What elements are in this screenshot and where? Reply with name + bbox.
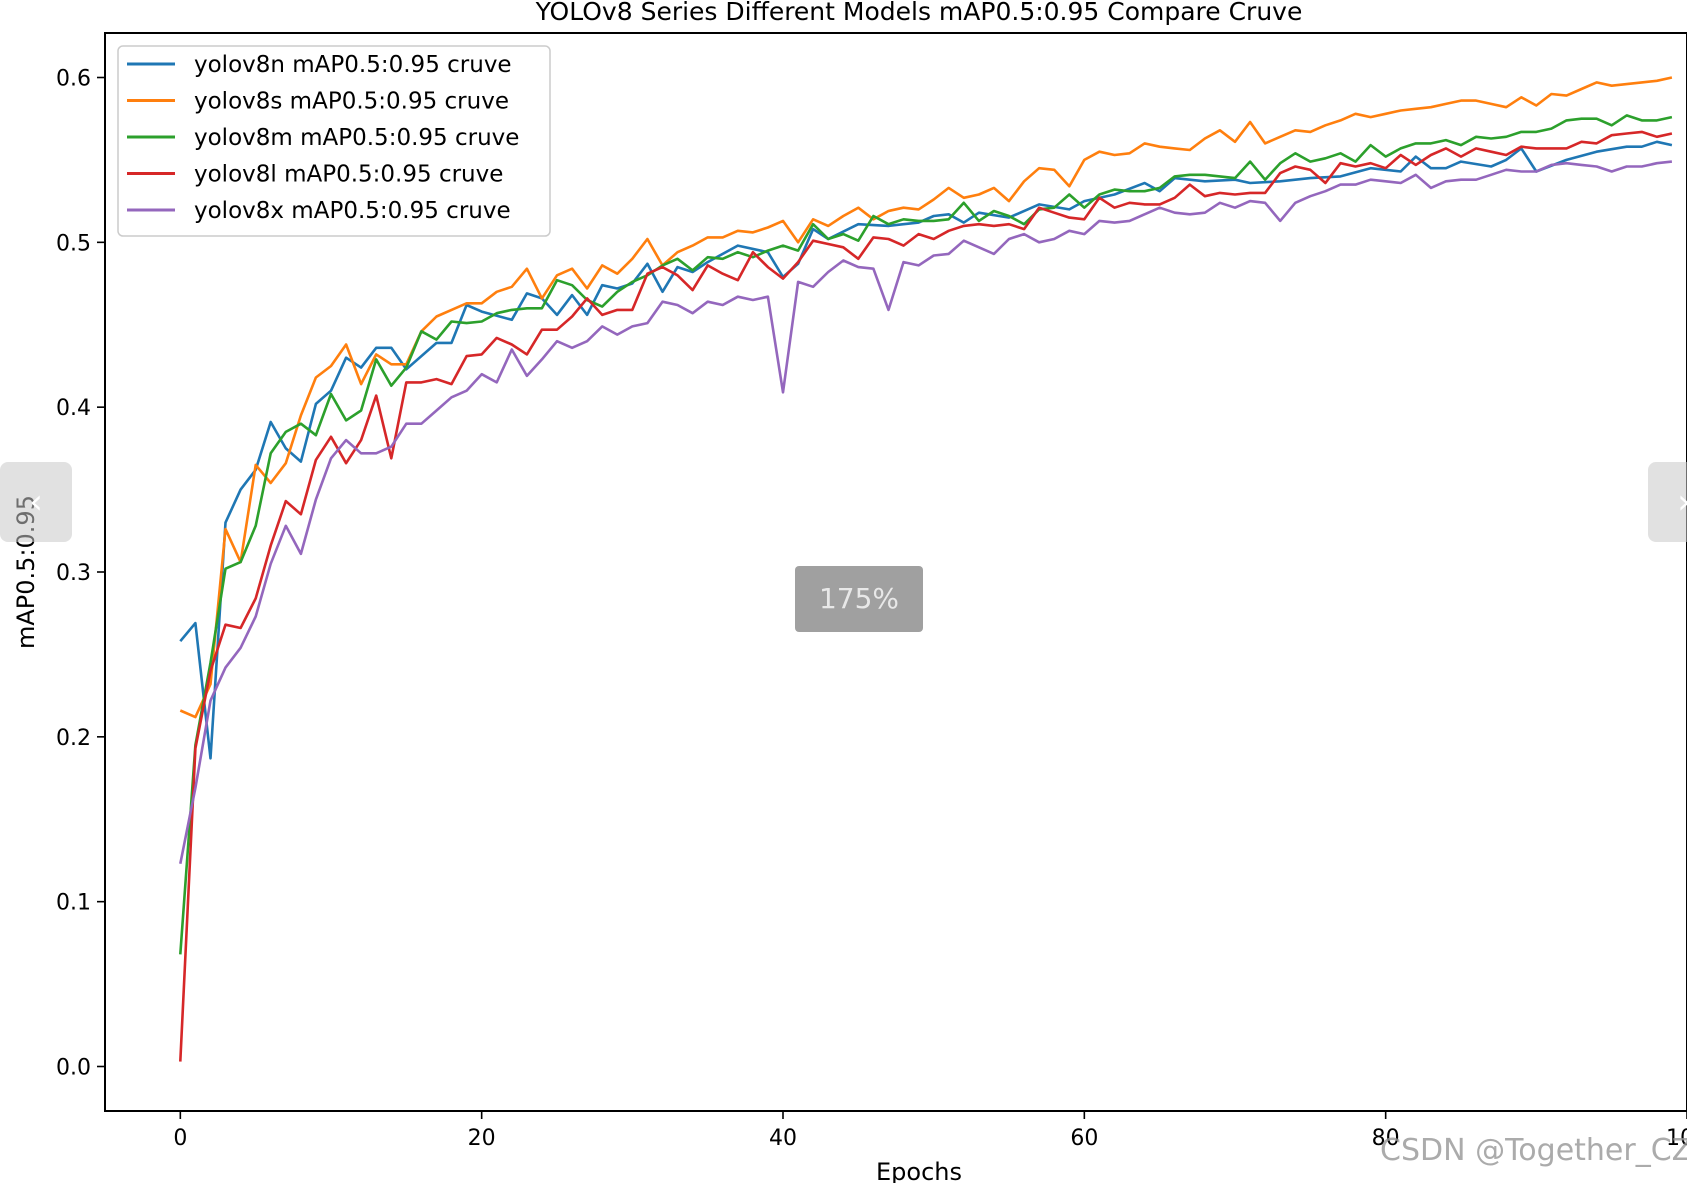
x-tick-label: 20 [468, 1126, 496, 1151]
legend-label: yolov8n mAP0.5:0.95 cruve [194, 52, 512, 78]
y-tick-label: 0.0 [56, 1055, 91, 1080]
watermark: CSDN @Together_CZ [1380, 1133, 1687, 1168]
x-axis-label: Epochs [876, 1158, 962, 1183]
x-axis-ticks: 0 20 40 60 80 100 [173, 1111, 1687, 1151]
legend-label: yolov8x mAP0.5:0.95 cruve [194, 198, 511, 224]
next-image-button[interactable]: › [1648, 462, 1687, 542]
y-tick-label: 0.1 [56, 891, 91, 916]
series-line-1 [179, 140, 1673, 760]
x-tick-label: 80 [1372, 1126, 1400, 1151]
zoom-level-indicator: 175% [795, 566, 923, 632]
y-tick-label: 0.3 [56, 561, 91, 586]
series-line-5 [179, 160, 1673, 865]
y-tick-label: 0.5 [56, 231, 91, 256]
previous-image-button[interactable]: ‹ [0, 462, 72, 542]
series-line-2 [179, 76, 1673, 719]
x-tick-label: 0 [173, 1126, 187, 1151]
legend-label: yolov8m mAP0.5:0.95 cruve [194, 125, 519, 151]
series-line-4 [179, 130, 1673, 1062]
legend: yolov8n mAP0.5:0.95 cruve yolov8s mAP0.5:… [117, 45, 551, 237]
chart-title: YOLOv8 Series Different Models mAP0.5:0.… [535, 0, 1303, 26]
chevron-right-icon: › [1677, 482, 1687, 522]
x-tick-label: 40 [769, 1126, 797, 1151]
plot-lines [179, 76, 1673, 1062]
y-tick-label: 0.4 [56, 396, 91, 421]
x-tick-label: 100 [1666, 1126, 1687, 1151]
series-line-3 [179, 114, 1673, 955]
legend-label: yolov8s mAP0.5:0.95 cruve [194, 89, 509, 115]
y-tick-label: 0.2 [56, 726, 91, 751]
chevron-left-icon: ‹ [29, 482, 43, 522]
x-tick-label: 60 [1070, 1126, 1098, 1151]
legend-box [117, 45, 551, 237]
y-tick-label: 0.6 [56, 67, 91, 92]
legend-label: yolov8l mAP0.5:0.95 cruve [194, 162, 503, 188]
y-axis-ticks: 0.0 0.1 0.2 0.3 0.4 0.5 0.6 [56, 67, 105, 1080]
